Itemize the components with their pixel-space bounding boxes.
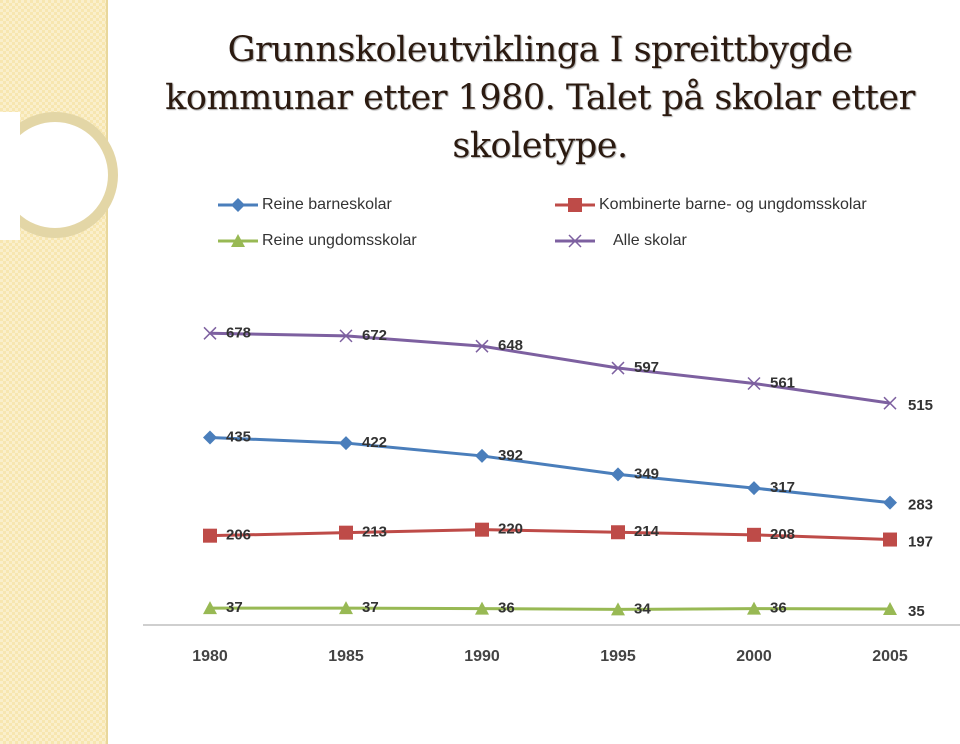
- legend-label: Reine barneskolar: [262, 196, 393, 213]
- decor-block: [0, 112, 20, 240]
- data-label: 597: [634, 359, 659, 376]
- x-tick-label: 1995: [600, 648, 636, 665]
- x-tick-label: 1990: [464, 648, 500, 665]
- data-label: 515: [908, 397, 933, 414]
- series-line: [209, 528, 891, 542]
- data-label: 672: [362, 327, 387, 344]
- legend-marker: [231, 234, 245, 247]
- data-label: 678: [226, 324, 251, 341]
- x-tick-label: 2005: [872, 648, 908, 665]
- data-label: 220: [498, 521, 523, 538]
- chart-title: Grunnskoleutviklinga I spreittbygde komm…: [165, 30, 915, 166]
- data-label: 648: [498, 337, 523, 354]
- x-tick-label: 1985: [328, 648, 364, 665]
- data-label: 422: [362, 434, 387, 451]
- data-label: 35: [908, 603, 925, 620]
- marker: [611, 467, 625, 482]
- data-label: 36: [498, 600, 515, 617]
- marker: [747, 527, 761, 542]
- x-tick-label: 1980: [192, 648, 228, 665]
- marker: [475, 448, 489, 463]
- marker: [203, 528, 217, 543]
- data-label: 283: [908, 497, 933, 514]
- legend-marker: [231, 198, 245, 212]
- marker: [883, 396, 897, 410]
- marker: [747, 481, 761, 496]
- marker: [339, 525, 353, 540]
- decor-circle: [0, 112, 118, 238]
- marker: [339, 601, 353, 615]
- marker: [339, 329, 353, 343]
- x-tick-label: 2000: [736, 648, 772, 665]
- data-label: 435: [226, 428, 251, 445]
- data-label: 208: [770, 526, 795, 543]
- legend-label: Alle skolar: [613, 232, 687, 249]
- data-label: 349: [634, 465, 659, 482]
- series-line: [210, 606, 891, 611]
- legend-label: Kombinerte barne- og ungdomsskolar: [599, 196, 867, 213]
- marker: [475, 339, 489, 353]
- data-label: 37: [226, 599, 243, 616]
- legend-marker: [568, 234, 582, 248]
- data-label: 206: [226, 527, 251, 544]
- marker: [747, 376, 761, 391]
- legend-label: Reine ungdomsskolar: [262, 232, 417, 249]
- legend-marker: [568, 198, 582, 212]
- data-label: 34: [634, 600, 651, 617]
- series-line: [209, 435, 891, 505]
- marker: [883, 495, 897, 510]
- data-label: 561: [770, 374, 795, 391]
- marker: [611, 361, 625, 375]
- marker: [475, 522, 489, 537]
- marker: [883, 601, 897, 615]
- marker: [203, 430, 217, 445]
- data-label: 214: [634, 523, 660, 540]
- marker: [203, 601, 217, 615]
- marker: [611, 525, 625, 540]
- marker: [203, 326, 217, 340]
- data-label: 37: [362, 599, 379, 616]
- data-label: 36: [770, 600, 787, 617]
- marker: [883, 532, 897, 547]
- data-label: 197: [908, 534, 933, 551]
- marker: [611, 602, 625, 616]
- data-label: 392: [498, 447, 523, 464]
- data-label: 317: [770, 479, 795, 496]
- marker: [747, 601, 761, 615]
- series-line: [209, 331, 891, 405]
- marker: [475, 601, 489, 615]
- marker: [339, 436, 353, 451]
- data-label: 213: [362, 524, 387, 541]
